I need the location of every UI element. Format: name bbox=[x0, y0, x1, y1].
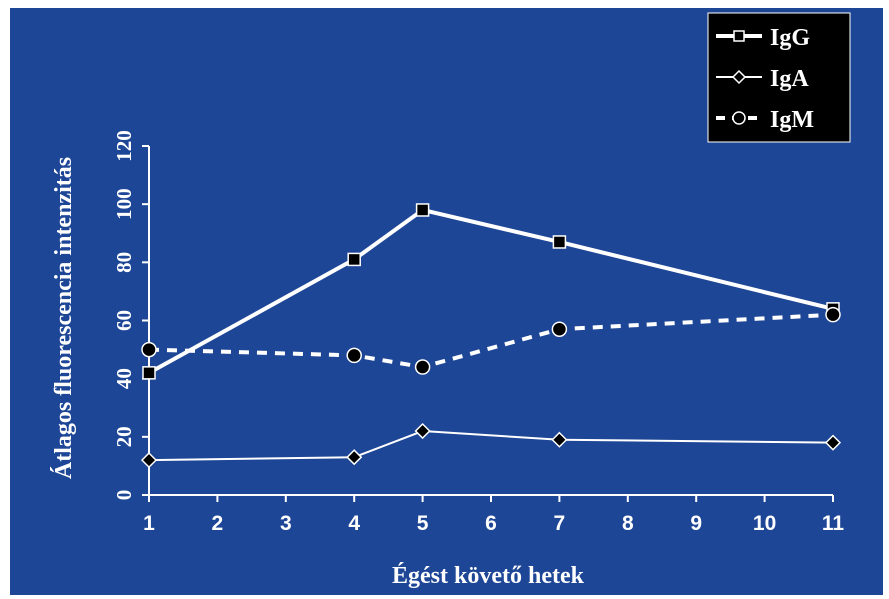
series-iga-point bbox=[346, 449, 363, 466]
legend-label-igm: IgM bbox=[770, 107, 814, 133]
y-ticks: 0 20 40 60 80 100 120 bbox=[112, 130, 149, 500]
x-tick-label: 4 bbox=[348, 512, 360, 535]
y-tick-label: 40 bbox=[112, 368, 136, 389]
x-tick-label: 10 bbox=[753, 512, 776, 535]
series-igm bbox=[141, 306, 841, 375]
series-iga bbox=[140, 422, 842, 469]
series-igg bbox=[142, 203, 840, 380]
x-tick-label: 6 bbox=[485, 512, 497, 535]
series-igg-point bbox=[415, 203, 430, 217]
series-igm-point bbox=[414, 359, 431, 375]
legend-marker-igm bbox=[732, 111, 746, 125]
legend: IgG IgA IgM bbox=[707, 12, 851, 143]
y-tick-label: 100 bbox=[112, 188, 136, 220]
series-layer bbox=[140, 203, 842, 469]
legend-marker-iga bbox=[731, 69, 747, 85]
series-iga-point bbox=[414, 422, 431, 440]
series-igg-point bbox=[347, 252, 361, 267]
x-tick-label: 3 bbox=[280, 512, 292, 535]
legend-label-igg: IgG bbox=[770, 25, 810, 51]
x-tick-label: 1 bbox=[143, 512, 155, 535]
legend-entry-igm: IgM bbox=[716, 107, 814, 133]
series-iga-point bbox=[824, 434, 842, 451]
y-tick-label: 120 bbox=[112, 130, 136, 162]
x-tick-label: 2 bbox=[212, 512, 224, 535]
series-igm-point bbox=[825, 306, 841, 323]
x-tick-label: 9 bbox=[690, 512, 702, 535]
x-tick-label: 5 bbox=[417, 512, 429, 535]
series-iga-point bbox=[551, 431, 568, 448]
series-igm-point bbox=[551, 321, 568, 337]
y-tick-label: 60 bbox=[112, 310, 136, 331]
legend-label-iga: IgA bbox=[770, 66, 809, 92]
chart-frame: 1 2 3 4 5 6 7 8 9 10 11 0 20 40 60 80 100 120 Égést köve… bbox=[10, 8, 883, 595]
series-iga-line bbox=[148, 430, 834, 462]
series-igm-point bbox=[141, 341, 157, 358]
legend-marker-igg bbox=[733, 30, 745, 42]
y-tick-label: 20 bbox=[112, 426, 136, 447]
x-tick-label: 7 bbox=[554, 512, 566, 535]
legend-entry-igg: IgG bbox=[716, 25, 810, 51]
x-tick-label: 11 bbox=[822, 512, 845, 535]
legend-entry-iga: IgA bbox=[716, 66, 809, 92]
y-tick-label: 80 bbox=[112, 252, 136, 273]
y-tick-label: 0 bbox=[112, 490, 136, 501]
axes bbox=[148, 146, 833, 496]
line-chart: 1 2 3 4 5 6 7 8 9 10 11 0 20 40 60 80 100 120 Égést köve… bbox=[51, 12, 851, 589]
x-ticks: 1 2 3 4 5 6 7 8 9 10 11 bbox=[143, 495, 844, 535]
y-axis-title: Átlagos fluorescencia intenzitás bbox=[51, 157, 77, 479]
series-igm-line bbox=[148, 312, 834, 370]
series-igm-point bbox=[346, 347, 362, 364]
series-igg-point bbox=[142, 366, 156, 380]
x-axis-title: Égést követő hetek bbox=[392, 563, 585, 589]
x-tick-label: 8 bbox=[622, 512, 634, 535]
series-igg-point bbox=[552, 235, 567, 249]
series-iga-point bbox=[140, 452, 158, 469]
